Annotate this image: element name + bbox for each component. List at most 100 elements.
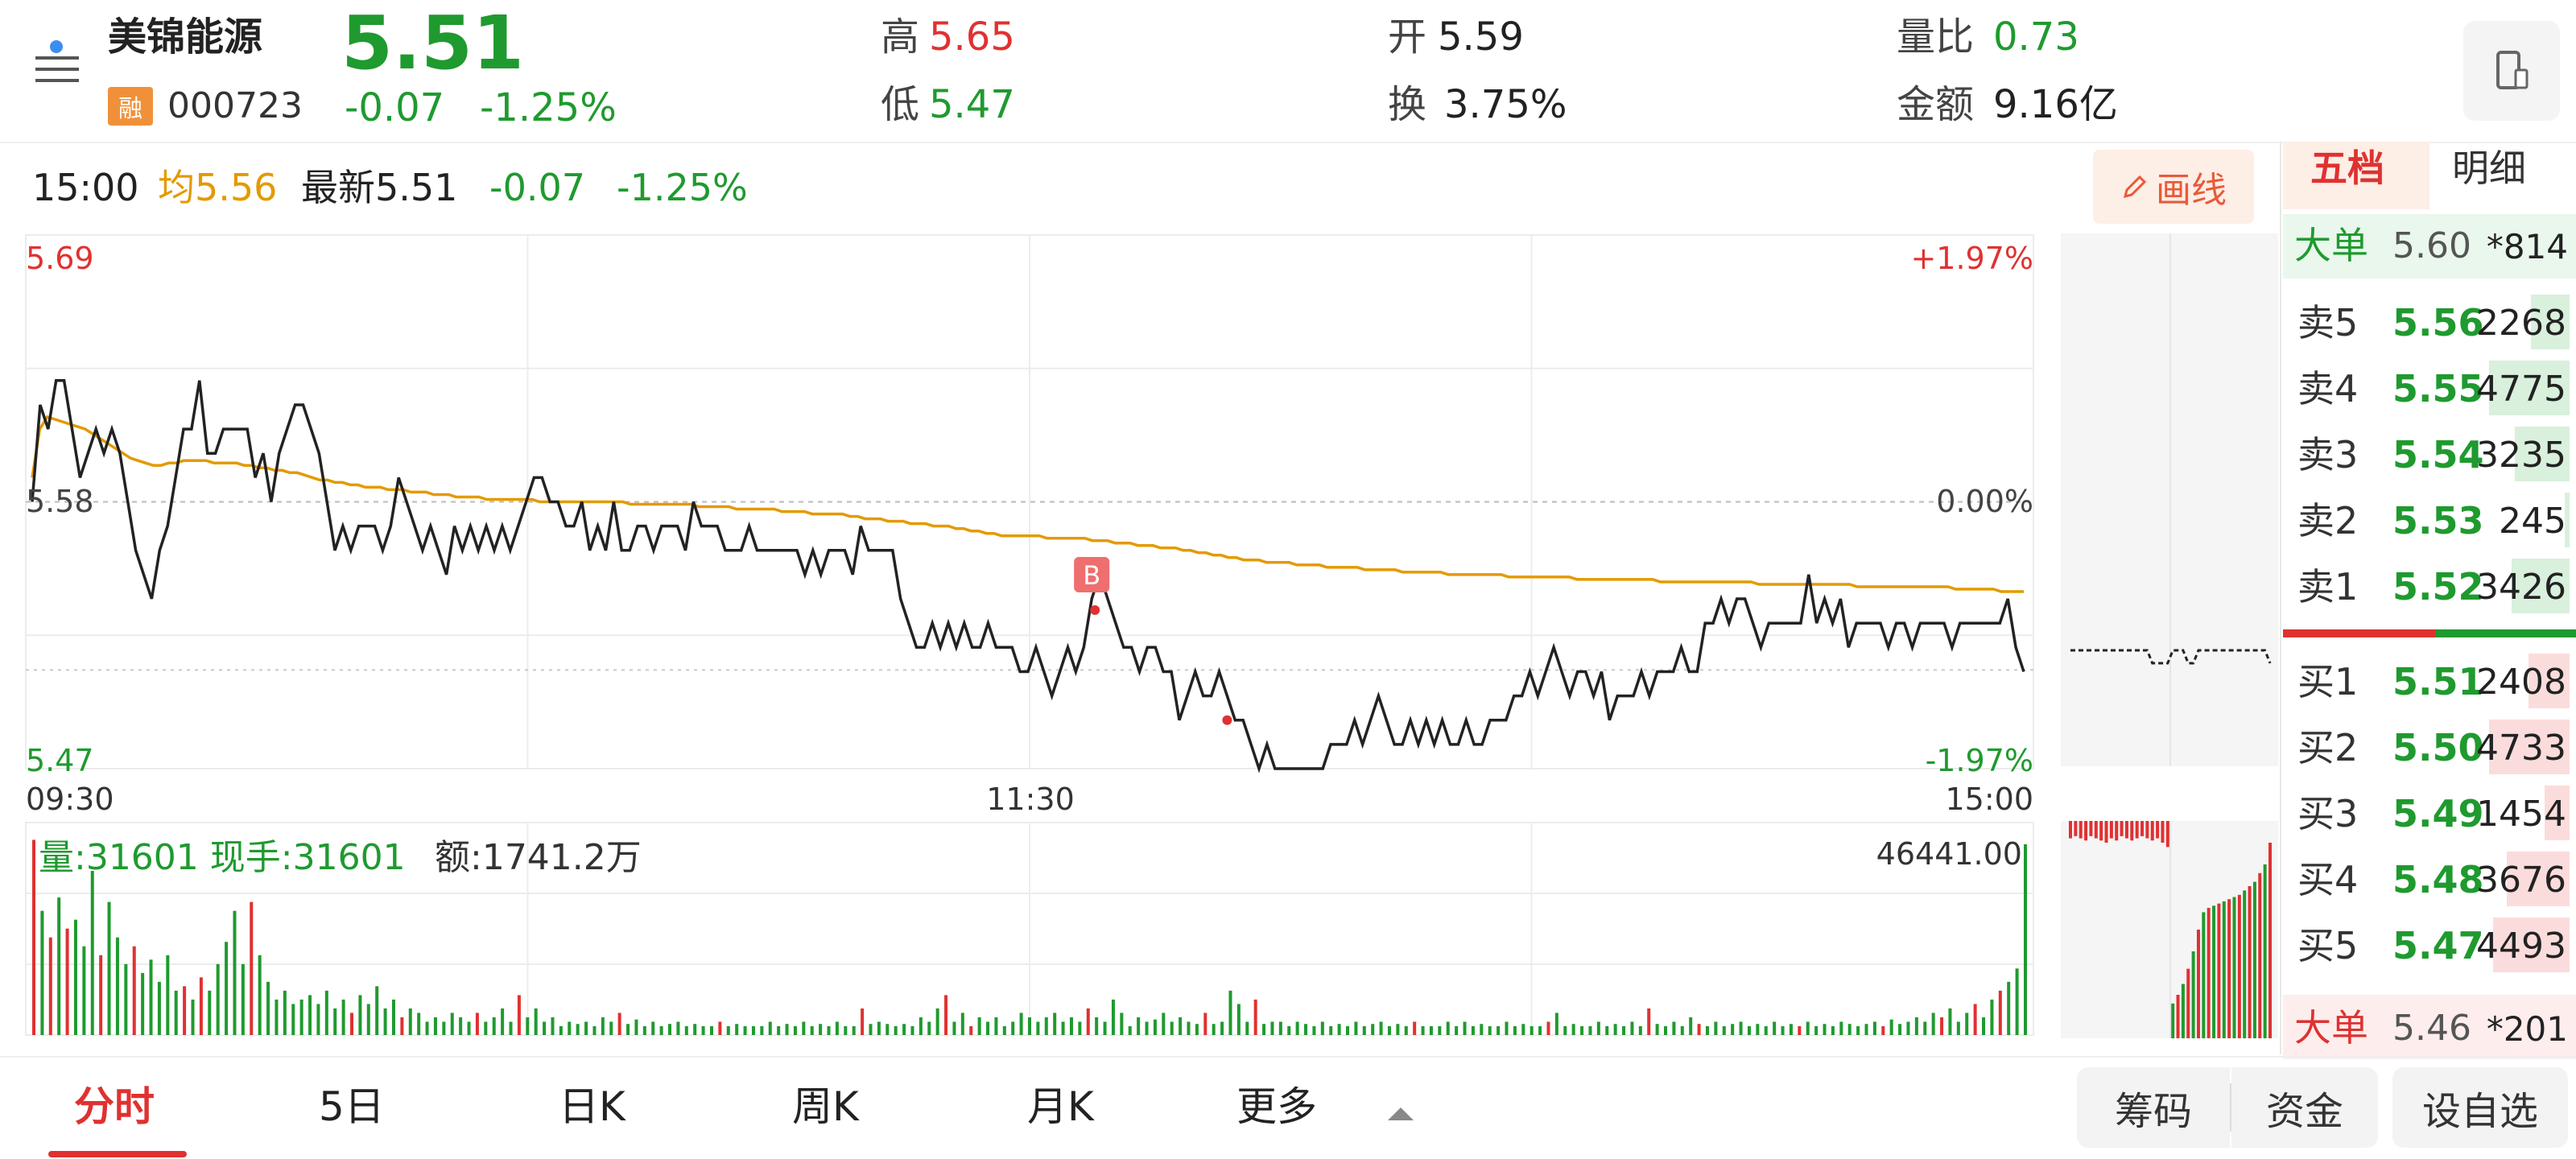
auction-volume-bars xyxy=(2069,821,2272,1038)
tab-five-levels[interactable] xyxy=(2283,142,2429,209)
auction-bar xyxy=(2120,821,2124,836)
chips-button[interactable]: 筹码 xyxy=(2077,1067,2230,1148)
tab-daily-k[interactable]: 日K xyxy=(559,1083,625,1130)
auction-bar xyxy=(2258,872,2262,1038)
volume-chart[interactable]: 量:31601 现手:31601 额:1741.2万 46441.00 xyxy=(0,813,2045,1046)
volume-bar xyxy=(1053,1013,1057,1035)
auction-bar xyxy=(2176,995,2180,1038)
volume-bar xyxy=(1019,1013,1023,1035)
level-price: 5.52 xyxy=(2392,565,2484,608)
turnover-value: 3.75% xyxy=(1444,82,1567,127)
amount-label: 金额 xyxy=(1897,82,1975,127)
tab-intraday[interactable]: 分时 xyxy=(74,1083,155,1130)
volume-bar xyxy=(1588,1025,1592,1035)
volume-bar xyxy=(751,1025,755,1035)
auction-bar xyxy=(2124,821,2128,839)
caret-up-icon[interactable] xyxy=(1386,1104,1415,1125)
auction-bar xyxy=(2104,821,2108,843)
level-label: 卖5 xyxy=(2297,301,2359,344)
volume-bar xyxy=(1580,1025,1584,1035)
volume-bar xyxy=(1823,1024,1827,1035)
auction-bar xyxy=(2207,908,2211,1038)
funds-button[interactable]: 资金 xyxy=(2231,1067,2378,1148)
volume-bar xyxy=(977,1017,981,1035)
big-buy-row[interactable] xyxy=(2283,995,2576,1059)
volume-bar xyxy=(1965,1013,1969,1035)
volume-bar xyxy=(492,1017,496,1035)
intraday-price-chart[interactable]: B 5.69 5.58 5.47 +1.97% 0.00% -1.97% 09:… xyxy=(0,225,2045,813)
tab-more[interactable]: 更多 xyxy=(1236,1083,1317,1130)
ask-level-5[interactable]: 卖5 5.56 2268 xyxy=(2283,290,2576,354)
bid-level-5[interactable]: 买5 5.47 4493 xyxy=(2283,913,2576,977)
menu-icon[interactable] xyxy=(32,35,82,92)
volume-bar xyxy=(810,1025,814,1035)
volume-bar xyxy=(1689,1017,1693,1035)
volume-bar xyxy=(1153,1019,1157,1035)
volume-bar xyxy=(1914,1017,1918,1035)
volume-bar xyxy=(1061,1021,1065,1035)
volume-bar xyxy=(1044,1017,1048,1035)
volume-bar xyxy=(944,995,948,1035)
volume-bar xyxy=(1764,1025,1768,1035)
volume-bar xyxy=(1998,990,2002,1035)
ask-level-3[interactable]: 卖3 5.54 3235 xyxy=(2283,422,2576,486)
last-price: 5.51 xyxy=(341,0,524,86)
tab-trade-detail[interactable]: 明细 xyxy=(2452,146,2526,190)
volume-bar xyxy=(743,1025,747,1035)
bid-level-1[interactable]: 买1 5.51 2408 xyxy=(2283,649,2576,713)
tab-5day[interactable]: 5日 xyxy=(319,1083,385,1130)
volume-bar xyxy=(584,1021,588,1035)
volume-bar xyxy=(1371,1024,1375,1035)
volume-bar xyxy=(57,897,61,1035)
auction-price-line xyxy=(2070,649,2272,665)
bid-level-3[interactable]: 买3 5.49 1454 xyxy=(2283,781,2576,845)
volume-bar xyxy=(115,937,119,1035)
ask-ratio-bar xyxy=(2436,629,2576,637)
volume-bar xyxy=(408,1008,412,1035)
level-volume: 3235 xyxy=(2476,435,2566,476)
volume-bar xyxy=(1554,1013,1558,1035)
volume-bar xyxy=(1354,1021,1358,1035)
volume-bar xyxy=(208,990,212,1035)
price-change-percent: -1.25% xyxy=(480,85,617,130)
volume-bar xyxy=(777,1025,781,1035)
volume-bar xyxy=(1831,1025,1835,1035)
volume-bar xyxy=(726,1025,730,1035)
volume-bar xyxy=(1513,1025,1517,1035)
volume-bar xyxy=(1613,1024,1617,1035)
price-mid-label: 5.58 xyxy=(26,484,94,519)
tab-weekly-k[interactable]: 周K xyxy=(792,1083,859,1130)
price-line xyxy=(31,379,2025,773)
high-label: 高 xyxy=(881,14,920,60)
volume-bar xyxy=(659,1025,663,1035)
bid-level-2[interactable]: 买2 5.50 4733 xyxy=(2283,715,2576,779)
volume-bar xyxy=(241,963,245,1035)
volume-bar xyxy=(1889,1019,1893,1035)
landscape-toggle-button[interactable] xyxy=(2463,21,2560,121)
volume-bar xyxy=(417,1013,421,1035)
volume-bar xyxy=(199,977,203,1035)
buy-marker[interactable]: B xyxy=(1074,557,1110,616)
volume-bar xyxy=(124,963,128,1035)
add-watchlist-button[interactable]: 设自选 xyxy=(2392,1067,2568,1148)
big-sell-price: 5.60 xyxy=(2392,225,2471,266)
bid-level-4[interactable]: 买4 5.48 3676 xyxy=(2283,847,2576,911)
volume-bar xyxy=(1563,1025,1567,1035)
volume-bar xyxy=(1731,1024,1735,1035)
auction-bar xyxy=(2109,821,2113,839)
price-change: -0.07 xyxy=(345,85,445,130)
level-price: 5.53 xyxy=(2392,499,2484,542)
ask-level-2[interactable]: 卖2 5.53 245 xyxy=(2283,488,2576,552)
volume-bar xyxy=(1421,1025,1425,1035)
draw-line-button[interactable]: 画线 xyxy=(2093,150,2254,224)
auction-bar xyxy=(2217,903,2221,1038)
big-sell-row[interactable] xyxy=(2283,214,2576,278)
ask-level-1[interactable]: 卖1 5.52 3426 xyxy=(2283,554,2576,618)
cursor-time: 15:00 xyxy=(32,166,139,209)
depth-bar xyxy=(2531,295,2570,349)
ask-level-4[interactable]: 卖4 5.55 4775 xyxy=(2283,356,2576,420)
volume-bar xyxy=(166,955,170,1035)
volume-max-label: 46441.00 xyxy=(1876,836,2022,872)
call-auction-chart xyxy=(2061,233,2278,1038)
tab-monthly-k[interactable]: 月K xyxy=(1027,1083,1094,1130)
